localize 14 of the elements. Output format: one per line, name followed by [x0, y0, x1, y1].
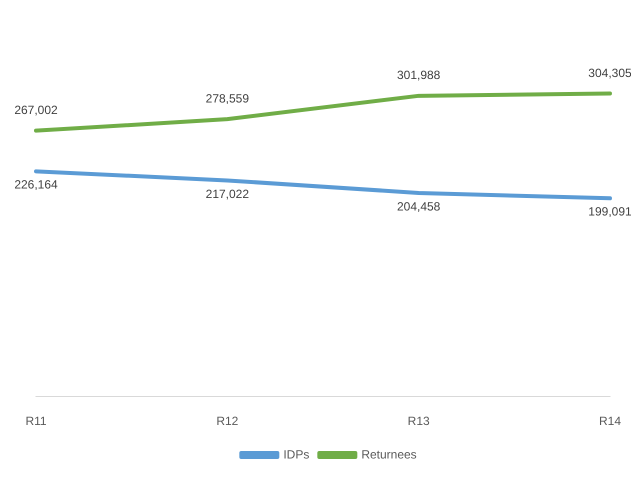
legend-label: Returnees — [361, 447, 417, 462]
x-tick-label: R13 — [408, 414, 430, 428]
x-tick-label: R12 — [216, 414, 239, 428]
legend-label: IDPs — [283, 447, 310, 462]
data-label: 199,091 — [588, 204, 632, 219]
data-label: 204,458 — [396, 199, 441, 214]
data-label: 217,022 — [206, 186, 250, 201]
data-label: 226,164 — [14, 178, 58, 192]
data-label: 301,988 — [396, 68, 441, 82]
data-label: 267,002 — [14, 102, 58, 117]
data-label: 278,559 — [206, 91, 250, 106]
data-label: 304,305 — [588, 66, 632, 80]
x-tick-label: R11 — [25, 414, 47, 428]
x-tick-label: R14 — [598, 414, 622, 428]
